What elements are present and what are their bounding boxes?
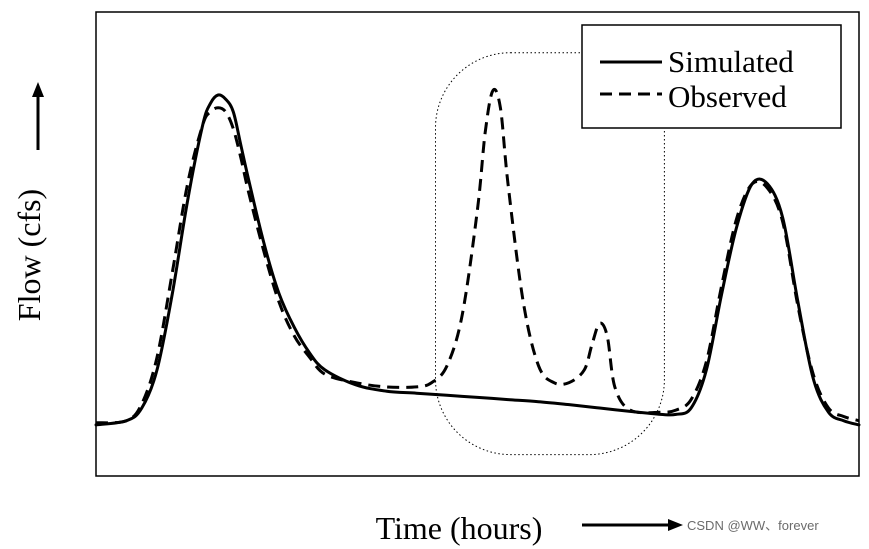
legend-simulated-label: Simulated [668, 44, 794, 79]
simulated-series-line [94, 93, 861, 427]
watermark: CSDN @WW、forever [687, 518, 819, 533]
y-axis-arrow [32, 82, 44, 150]
plot-frame [95, 11, 860, 477]
y-axis-label: Flow (cfs) [11, 189, 47, 321]
x-axis-arrow [582, 519, 683, 531]
observed-series-line [95, 87, 860, 425]
legend-observed-label: Observed [668, 79, 787, 114]
x-axis-label: Time (hours) [376, 510, 543, 546]
legend: Simulated Observed [581, 24, 842, 129]
discrepancy-highlight-box [435, 52, 665, 456]
legend-box [581, 24, 842, 129]
